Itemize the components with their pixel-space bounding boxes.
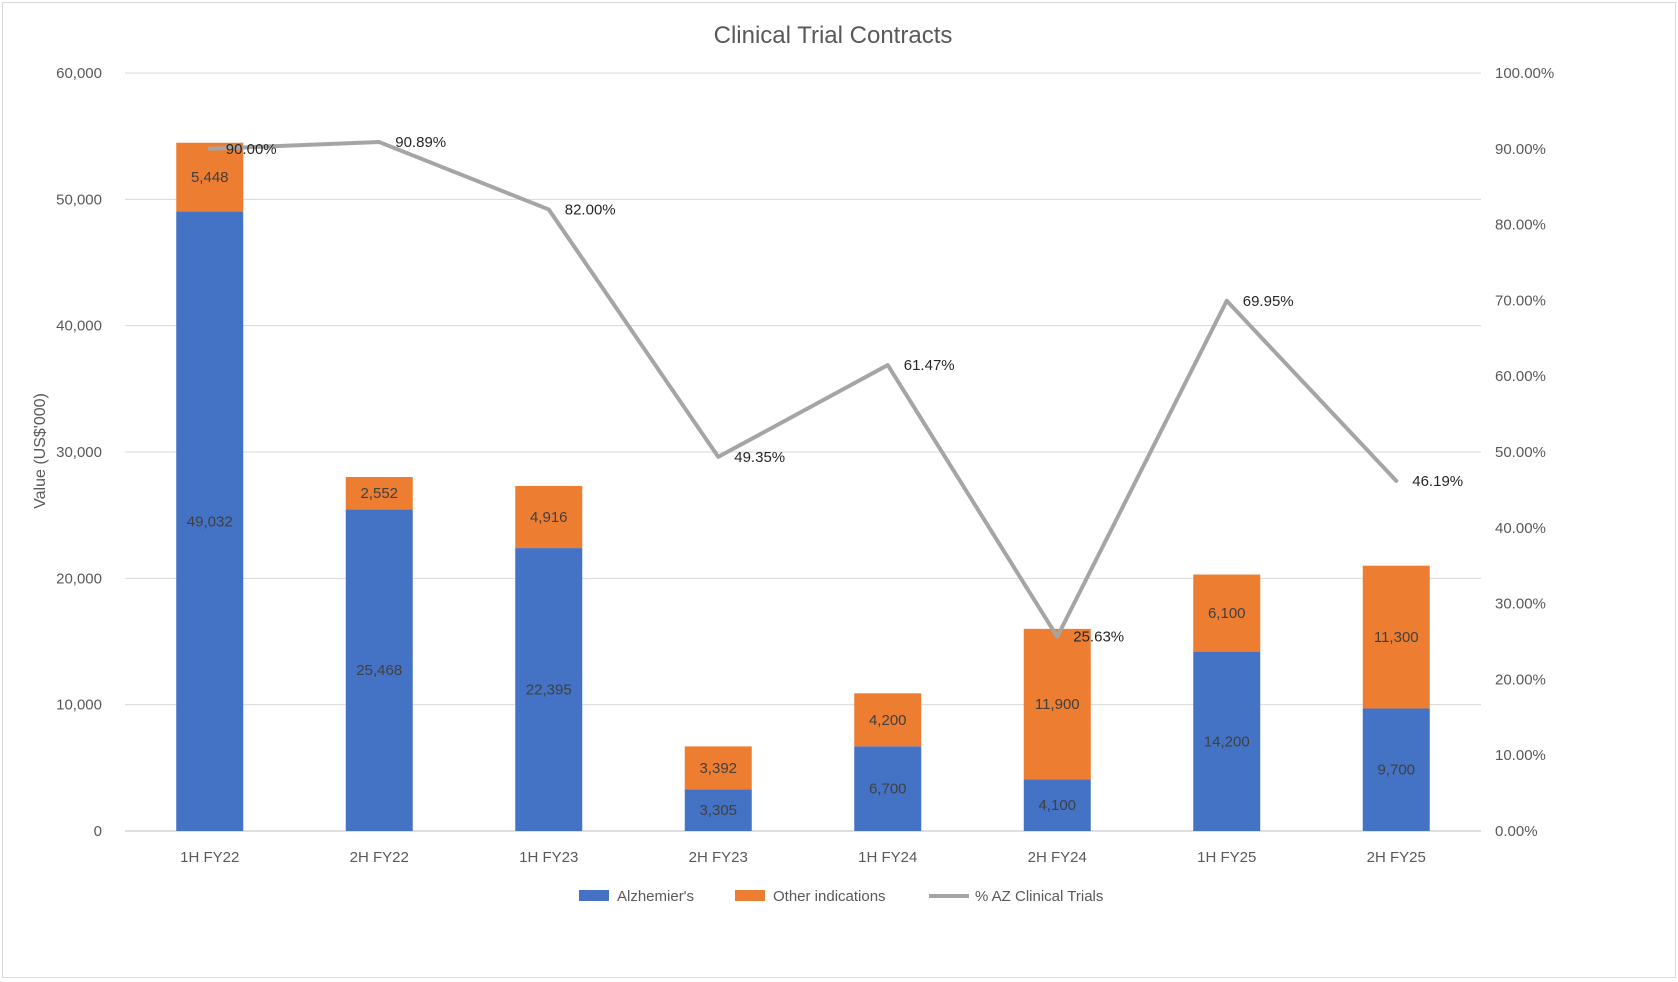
chart-title: Clinical Trial Contracts — [714, 22, 953, 49]
y-axis-title: Value (US$'000) — [32, 393, 49, 509]
y2-tick-label: 60.00% — [1495, 368, 1546, 385]
x-tick-label: 2H FY25 — [1367, 849, 1426, 866]
bar-label-alzheimers: 49,032 — [187, 513, 233, 530]
x-tick-label: 1H FY23 — [519, 849, 578, 866]
line-label: 82.00% — [565, 201, 616, 218]
bar-label-other-indications: 4,200 — [869, 712, 907, 729]
line-label: 90.89% — [395, 134, 446, 151]
bar-alzheimers — [176, 211, 244, 832]
y2-tick-label: 90.00% — [1495, 141, 1546, 158]
y2-tick-label: 10.00% — [1495, 747, 1546, 764]
line-label: 61.47% — [904, 357, 955, 374]
chart-svg: Clinical Trial Contracts Value (US$'000)… — [32, 22, 1554, 905]
x-tick-label: 1H FY24 — [858, 849, 917, 866]
bar-other-indications — [176, 142, 244, 212]
bar-label-other-indications: 6,100 — [1208, 605, 1246, 622]
bar-other-indications — [854, 693, 922, 747]
bar-alzheimers — [515, 548, 583, 831]
y-tick-label: 40,000 — [56, 318, 102, 335]
legend-swatch-alzheimers — [579, 890, 609, 901]
line-series: 90.00% 90.89% 82.00% 49.35% 61.47% 25.63% 69.9… — [207, 134, 1463, 646]
gridlines — [125, 72, 1481, 832]
legend-swatch-other-indications — [735, 890, 765, 901]
y2-tick-label: 40.00% — [1495, 520, 1546, 537]
legend: Alzhemier's Other indications % AZ Clinica… — [579, 888, 1103, 905]
bar-alzheimers — [1362, 708, 1430, 831]
line-label: 49.35% — [734, 449, 785, 466]
x-tick-label: 1H FY22 — [180, 849, 239, 866]
bar-alzheimers — [684, 789, 752, 831]
legend-label-other-indications: Other indications — [773, 888, 886, 905]
bar-alzheimers — [854, 746, 922, 831]
bar-other-indications — [684, 746, 752, 790]
y2-tick-label: 80.00% — [1495, 217, 1546, 234]
x-tick-label: 2H FY23 — [689, 849, 748, 866]
bar-alzheimers — [345, 509, 413, 831]
secondary-y-axis-ticks: 0.00% 10.00% 20.00% 30.00% 40.00% 50.00% 60.00… — [1495, 65, 1554, 840]
x-tick-label: 2H FY22 — [350, 849, 409, 866]
y-tick-label: 60,000 — [56, 65, 102, 82]
bar-label-alzheimers: 22,395 — [526, 682, 572, 699]
y-tick-label: 10,000 — [56, 697, 102, 714]
x-tick-label: 2H FY24 — [1028, 849, 1087, 866]
line-label: 69.95% — [1243, 293, 1294, 310]
y-tick-label: 20,000 — [56, 570, 102, 587]
bar-label-alzheimers: 6,700 — [869, 781, 907, 798]
x-axis-ticks: 1H FY22 2H FY22 1H FY23 2H FY23 1H FY24 2H FY… — [180, 849, 1426, 866]
bar-label-alzheimers: 9,700 — [1377, 762, 1415, 779]
bar-label-alzheimers: 3,305 — [699, 802, 737, 819]
bar-label-alzheimers: 4,100 — [1038, 797, 1076, 814]
bar-other-indications — [1362, 565, 1430, 709]
y-tick-label: 50,000 — [56, 191, 102, 208]
y2-tick-label: 30.00% — [1495, 596, 1546, 613]
bar-other-indications — [515, 485, 583, 549]
bar-alzheimers — [1193, 651, 1261, 831]
bar-label-alzheimers: 25,468 — [356, 662, 402, 679]
legend-label-alzheimers: Alzhemier's — [617, 888, 694, 905]
line-az-clinical-trials — [207, 140, 1399, 639]
legend-label-az-clinical-trials: % AZ Clinical Trials — [975, 888, 1103, 905]
bar-label-other-indications: 11,300 — [1374, 629, 1419, 646]
line-label: 46.19% — [1412, 473, 1463, 490]
bar-label-alzheimers: 14,200 — [1204, 733, 1250, 750]
bars: 49,032 5,448 25,468 2,552 22,395 4,916 3,305 3,… — [176, 142, 1430, 832]
y2-tick-label: 100.00% — [1495, 65, 1554, 82]
y2-tick-label: 20.00% — [1495, 671, 1546, 688]
y2-tick-label: 0.00% — [1495, 823, 1538, 840]
bar-label-other-indications: 5,448 — [191, 169, 229, 186]
y2-tick-label: 70.00% — [1495, 292, 1546, 309]
bar-other-indications — [1023, 628, 1091, 780]
y2-tick-label: 50.00% — [1495, 444, 1546, 461]
bar-label-other-indications: 3,392 — [699, 760, 737, 777]
x-tick-label: 1H FY25 — [1197, 849, 1256, 866]
bar-other-indications — [1193, 574, 1261, 652]
bar-alzheimers — [1023, 779, 1091, 831]
bar-other-indications — [345, 477, 413, 510]
y-tick-label: 30,000 — [56, 444, 102, 461]
bar-label-other-indications: 4,916 — [530, 509, 568, 526]
line-label: 90.00% — [226, 141, 277, 158]
bar-label-other-indications: 2,552 — [360, 485, 398, 502]
bar-label-other-indications: 11,900 — [1035, 696, 1080, 713]
y-axis-ticks: 0 10,000 20,000 30,000 40,000 50,000 60,000 — [56, 65, 102, 840]
y-tick-label: 0 — [94, 823, 102, 840]
line-label: 25.63% — [1073, 629, 1124, 646]
